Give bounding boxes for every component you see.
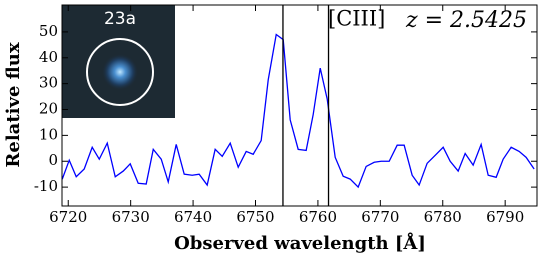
inset-label: 23a [104,9,136,29]
y-tick-label: 10 [39,125,58,143]
y-axis-label: Relative flux [3,42,24,167]
x-tick-label: 6790 [486,208,524,226]
x-axis-label: Observed wavelength [Å] [174,231,426,254]
x-tick-label: 6780 [424,208,462,226]
y-tick-label: -10 [34,177,58,195]
y-tick-label: 0 [48,151,58,169]
x-tick-label: 6720 [49,208,87,226]
y-tick-label: 20 [39,100,58,118]
spectrum-line [61,33,535,189]
inset-image: 23a [62,5,175,118]
x-tick-label: 6770 [361,208,399,226]
annotation: z = 2.5425 [405,8,527,33]
x-tick-label: 6760 [299,208,337,226]
y-tick-label: 50 [39,22,58,40]
x-tick-label: 6730 [112,208,150,226]
y-tick-label: 40 [39,48,58,66]
y-tick-label: 30 [39,74,58,92]
annotation: [CIII] [328,7,385,31]
x-tick-label: 6750 [236,208,274,226]
x-tick-label: 6740 [174,208,212,226]
plot-frame [61,4,538,207]
